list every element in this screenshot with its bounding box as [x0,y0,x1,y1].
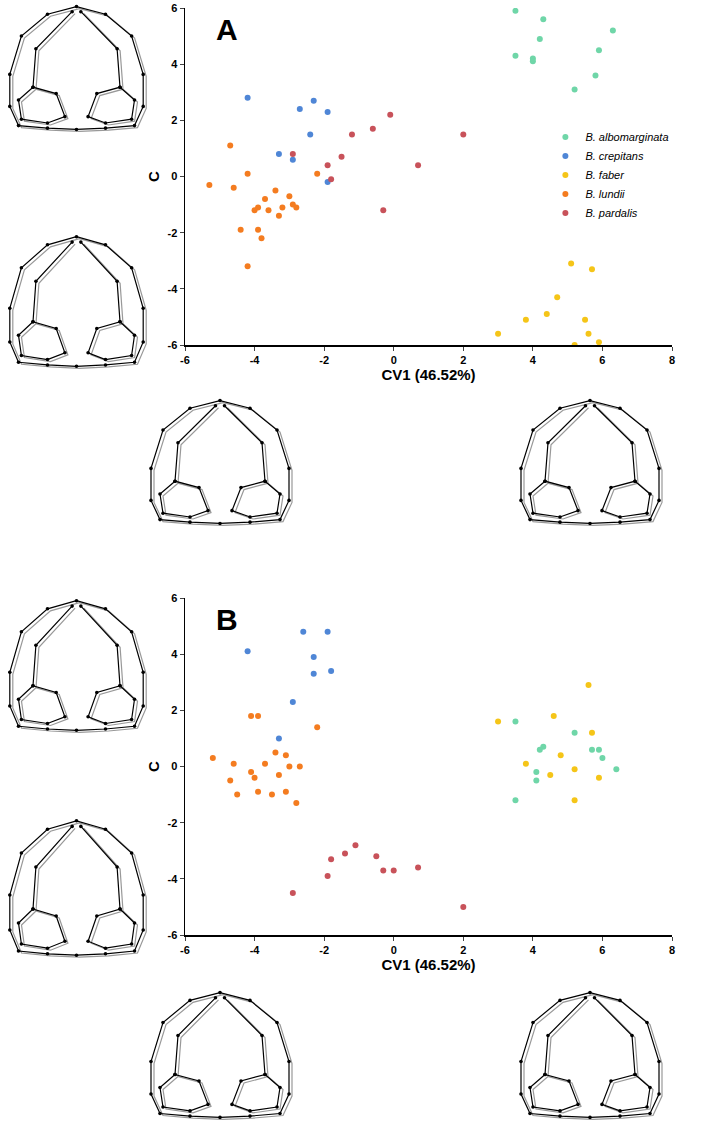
svg-text:4: 4 [530,354,537,366]
svg-text:B. faber: B. faber [585,169,625,181]
svg-text:CV1 (46.52%): CV1 (46.52%) [381,956,475,973]
svg-text:-4: -4 [168,283,179,295]
svg-text:B. pardalis: B. pardalis [585,207,637,219]
svg-text:2: 2 [460,354,466,366]
svg-text:-6: -6 [180,944,190,956]
svg-text:8: 8 [669,354,675,366]
svg-text:-6: -6 [168,339,178,351]
svg-text:-2: -2 [168,227,178,239]
svg-text:B: B [216,603,238,636]
svg-text:A: A [216,13,238,46]
svg-text:8: 8 [669,944,675,956]
svg-text:-2: -2 [319,354,329,366]
svg-text:B. crepitans: B. crepitans [585,150,644,162]
svg-text:-2: -2 [319,944,329,956]
svg-text:B. albomarginata: B. albomarginata [585,131,668,143]
svg-text:0: 0 [171,760,177,772]
svg-text:0: 0 [391,944,397,956]
svg-text:4: 4 [530,944,537,956]
svg-text:6: 6 [599,354,605,366]
svg-text:4: 4 [171,648,178,660]
svg-text:4: 4 [171,58,178,70]
svg-text:6: 6 [171,592,177,604]
svg-text:0: 0 [391,354,397,366]
svg-text:6: 6 [171,2,177,14]
svg-text:6: 6 [599,944,605,956]
svg-text:-2: -2 [168,817,178,829]
svg-text:-6: -6 [180,354,190,366]
svg-text:-4: -4 [250,354,261,366]
svg-text:CV1 (46.52%): CV1 (46.52%) [381,366,475,383]
svg-text:-6: -6 [168,929,178,941]
svg-text:B. lundii: B. lundii [585,188,625,200]
svg-text:2: 2 [171,704,177,716]
svg-text:-4: -4 [250,944,261,956]
svg-text:C: C [145,761,162,772]
svg-text:C: C [145,171,162,182]
svg-text:-4: -4 [168,873,179,885]
svg-text:0: 0 [171,170,177,182]
svg-text:2: 2 [171,114,177,126]
svg-text:2: 2 [460,944,466,956]
